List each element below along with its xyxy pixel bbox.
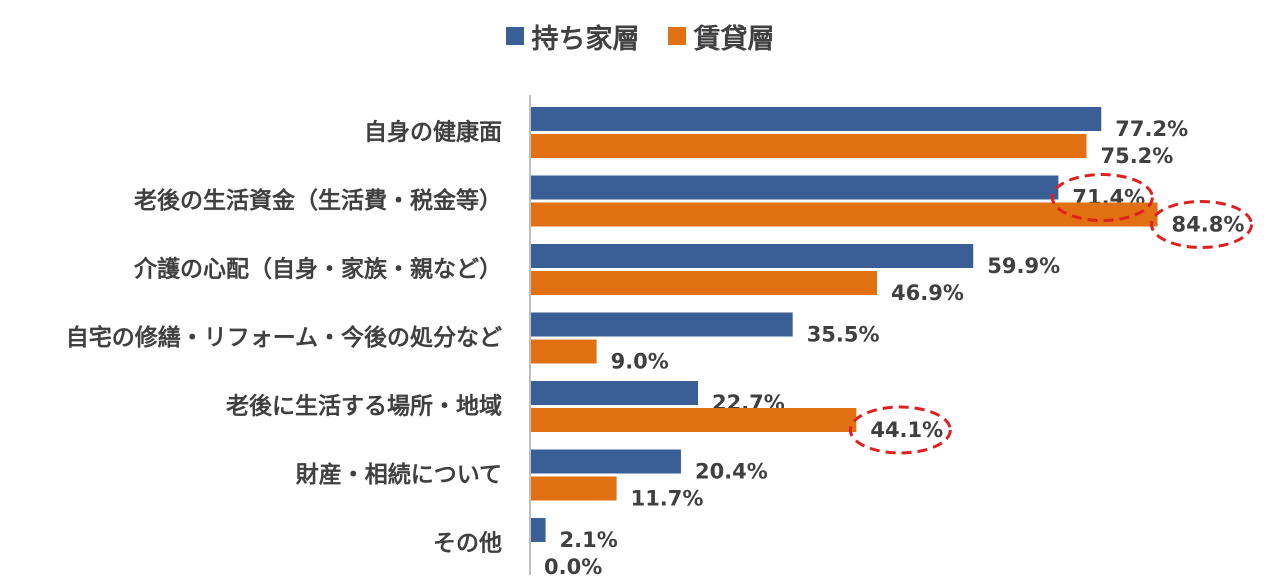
- category-label: 老後の生活資金（生活費・税金等）: [133, 187, 502, 214]
- highlight-circle: [1050, 173, 1154, 222]
- data-label: 35.5%: [807, 323, 880, 347]
- chart-legend: 持ち家層 賃貸層: [0, 14, 1280, 58]
- data-label: 75.2%: [1100, 144, 1173, 168]
- legend-swatch-owner: [505, 27, 524, 45]
- data-label: 77.2%: [1115, 117, 1188, 141]
- bar-renter: [530, 202, 1158, 227]
- bar-renter: [530, 408, 857, 432]
- bar-renter: [530, 134, 1087, 158]
- data-label: 2.1%: [560, 528, 618, 552]
- category-label: 自宅の修繕・リフォーム・今後の処分など: [66, 324, 502, 351]
- bar-renter: [530, 476, 617, 501]
- legend-swatch-renter: [667, 27, 686, 45]
- category-label: その他: [433, 531, 502, 557]
- bar-owner: [530, 175, 1059, 200]
- data-label: 46.9%: [891, 281, 964, 305]
- bar-owner: [530, 312, 793, 337]
- data-label: 9.0%: [611, 350, 669, 374]
- data-label: 0.0%: [544, 555, 602, 579]
- bar-renter: [530, 271, 878, 295]
- highlight-circle: [848, 405, 952, 455]
- data-label: 84.8%: [1172, 213, 1245, 237]
- category-label: 自身の健康面: [364, 119, 502, 146]
- data-label: 59.9%: [987, 254, 1060, 278]
- bar-owner: [530, 381, 698, 405]
- category-label: 財産・相続について: [296, 461, 502, 488]
- data-label: 11.7%: [631, 487, 704, 511]
- legend-label-owner: 持ち家層: [531, 23, 640, 55]
- legend-item-owner: 持ち家層: [505, 17, 640, 56]
- category-label: 介護の心配（自身・家族・親など）: [133, 256, 502, 283]
- bar-renter: [530, 339, 597, 364]
- bar-owner: [530, 244, 974, 268]
- bar-owner: [530, 107, 1102, 131]
- bar-owner: [530, 449, 681, 474]
- highlight-circle: [1150, 200, 1254, 249]
- legend-label-renter: 賃貸層: [693, 23, 775, 55]
- legend-item-renter: 賃貸層: [667, 17, 775, 56]
- category-label: 老後に生活する場所・地域: [225, 393, 502, 420]
- bar-owner: [530, 518, 546, 542]
- data-label: 20.4%: [695, 460, 768, 484]
- data-label: 44.1%: [870, 418, 943, 442]
